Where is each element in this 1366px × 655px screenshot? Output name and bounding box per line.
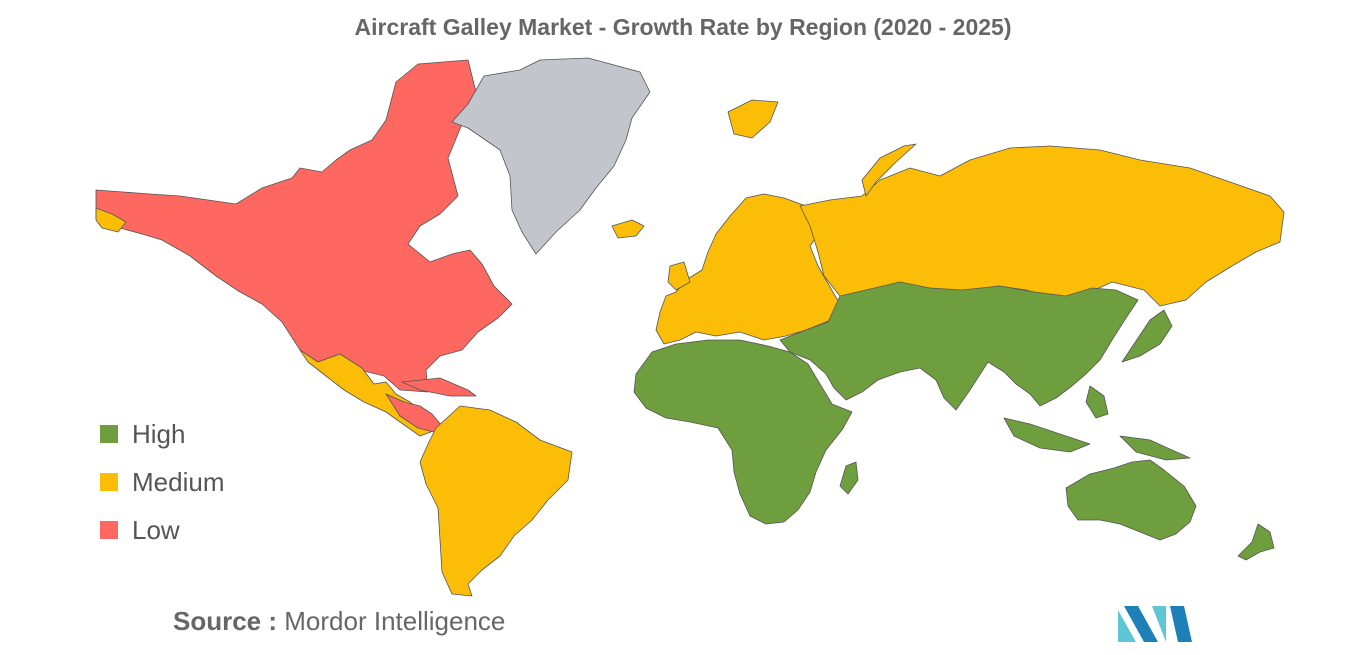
region-novaya-zemlya [861,143,917,197]
region-madagascar [839,461,859,495]
logo-shape-end [1170,606,1192,642]
region-japan [1121,309,1173,363]
logo-shape-left [1118,610,1136,642]
region-greenland [451,57,651,255]
legend-swatch-low [100,521,118,539]
region-uk [667,261,691,291]
region-asia [779,281,1139,411]
region-north-america [95,59,513,393]
legend-label-high: High [132,418,186,449]
region-africa [633,339,853,525]
region-iceland [611,219,645,239]
legend-swatch-high [100,425,118,443]
legend-item-high: High [100,410,224,458]
region-chukotka [95,207,127,233]
logo-shape-mid [1124,606,1158,642]
region-australia [1065,459,1197,541]
legend-swatch-medium [100,473,118,491]
logo-shape-right [1152,606,1166,642]
region-png [1119,435,1191,461]
region-new-zealand [1237,523,1275,561]
region-caribbean [401,377,477,397]
legend-label-medium: Medium [132,466,225,497]
source-text: Mordor Intelligence [284,606,506,636]
legend: High Medium Low [100,410,224,554]
legend-item-low: Low [100,506,224,554]
region-indonesia [1003,417,1091,453]
legend-item-medium: Medium [100,458,224,506]
source-note: Source : Mordor Intelligence [173,606,505,637]
region-south-america [419,405,573,597]
chart-title: Aircraft Galley Market - Growth Rate by … [354,14,1012,40]
mordor-intelligence-logo-icon [1118,606,1192,642]
source-prefix: Source : [173,606,278,636]
region-philippines [1085,385,1109,419]
legend-label-low: Low [132,514,180,545]
region-svalbard [727,99,779,139]
